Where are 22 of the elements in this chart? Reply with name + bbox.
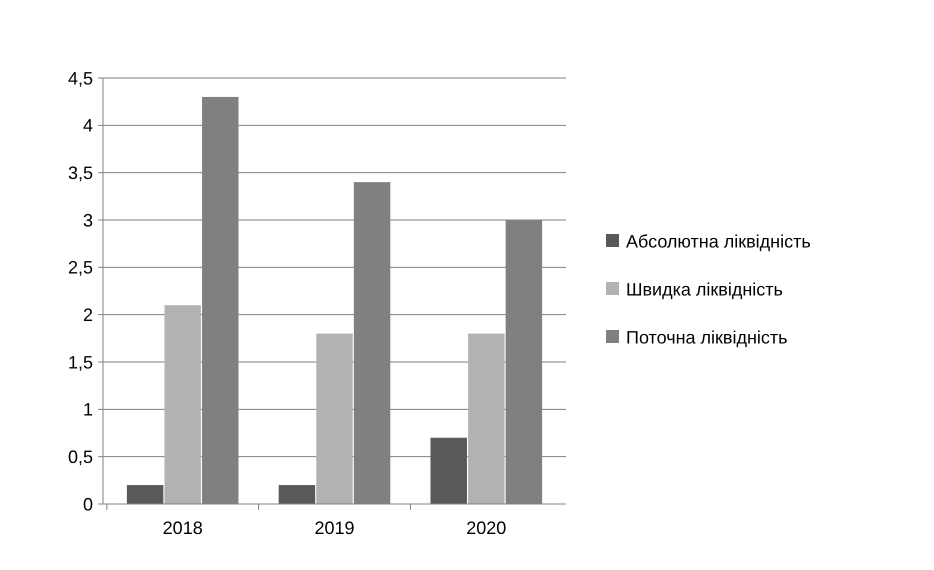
bar xyxy=(430,438,467,504)
legend-label: Швидка ліквідність xyxy=(626,279,783,300)
bar xyxy=(316,334,353,504)
x-tick-label: 2020 xyxy=(466,518,506,538)
y-tick-label: 1 xyxy=(82,400,93,420)
y-tick-label: 2,5 xyxy=(68,258,93,278)
y-tick-label: 0 xyxy=(82,494,93,514)
y-tick-label: 1,5 xyxy=(68,352,93,372)
legend-label: Поточна ліквідність xyxy=(626,327,788,348)
bar xyxy=(468,334,505,504)
bar xyxy=(278,485,316,504)
legend-label: Абсолютна ліквідність xyxy=(626,231,811,252)
y-tick-label: 3,5 xyxy=(68,162,93,183)
y-tick-label: 2 xyxy=(82,304,93,325)
x-tick-label: 2018 xyxy=(162,518,203,538)
x-tick-label: 2019 xyxy=(314,518,355,538)
y-tick-label: 4 xyxy=(82,116,93,136)
bar xyxy=(126,485,164,504)
y-tick-label: 0,5 xyxy=(68,446,93,467)
y-tick-label: 4,5 xyxy=(68,68,93,88)
bar xyxy=(164,305,201,504)
y-tick-label: 3 xyxy=(82,210,93,230)
